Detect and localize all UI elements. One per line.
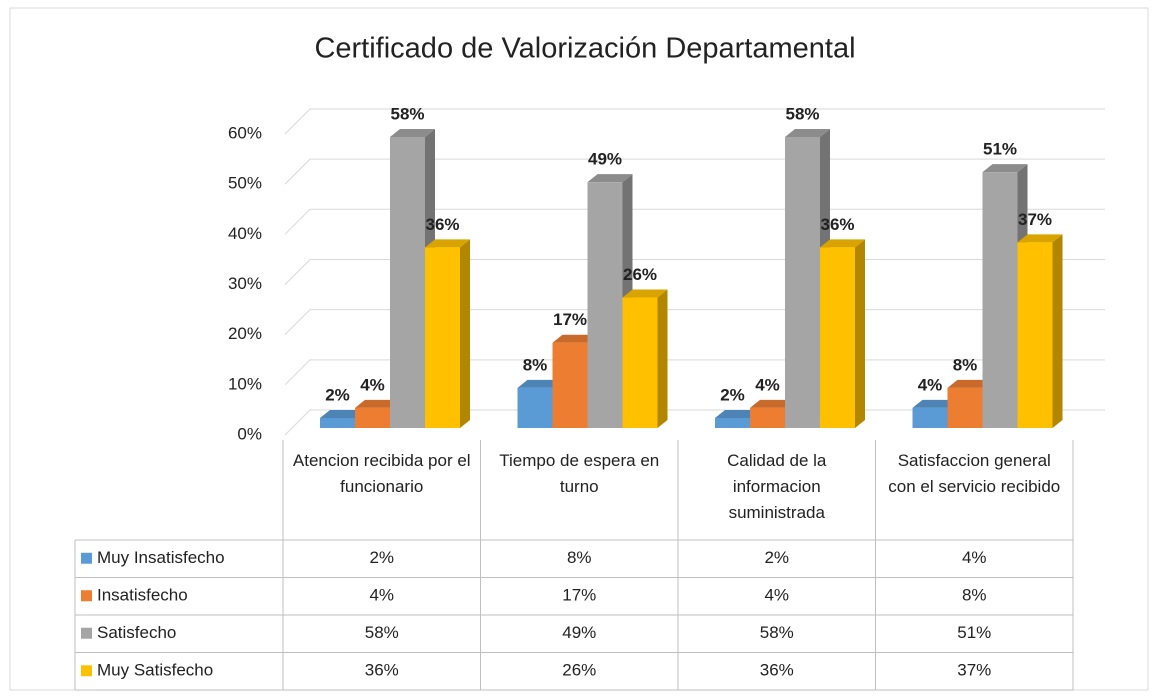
y-tick-label: 30% <box>228 274 262 293</box>
bar <box>552 342 588 428</box>
bar <box>587 182 623 428</box>
y-tick-label: 40% <box>228 224 262 243</box>
table-cell: 58% <box>365 623 399 642</box>
table-cell: 4% <box>764 586 789 605</box>
legend-label: Muy Insatisfecho <box>97 548 225 567</box>
x-tick-label: Calidad de la informacion suministrada <box>727 451 827 522</box>
bar-top <box>517 379 563 388</box>
bar <box>517 387 553 428</box>
legend-swatch <box>81 665 92 677</box>
bar <box>947 387 983 428</box>
category-cell: Calidad de la informacion suministrada <box>727 451 827 522</box>
table-cell: 8% <box>567 548 592 567</box>
category-cell: Satisfaccion general con el servicio rec… <box>888 451 1061 496</box>
y-tick-label: 20% <box>228 324 262 343</box>
data-label: 4% <box>918 375 943 394</box>
category-cell: Atencion recibida por el funcionario <box>292 451 471 496</box>
bar-top <box>622 289 668 298</box>
y-tick-label: 10% <box>228 374 262 393</box>
bar <box>1017 242 1053 428</box>
bar <box>355 407 390 428</box>
data-label: 17% <box>553 310 587 329</box>
table-cell: 36% <box>760 661 794 680</box>
data-label: 2% <box>325 385 350 404</box>
bar-top <box>750 399 795 408</box>
legend-swatch <box>81 627 92 639</box>
grid-line <box>284 208 1105 235</box>
grid-line <box>284 108 1105 135</box>
table-cell: 4% <box>962 548 987 567</box>
data-label: 58% <box>390 104 424 123</box>
data-label: 26% <box>623 265 657 284</box>
bar <box>750 407 785 428</box>
legend-swatch <box>81 590 92 602</box>
grid-line <box>284 158 1105 185</box>
bar <box>425 247 460 428</box>
bar-top <box>355 399 400 408</box>
bar <box>320 417 355 428</box>
y-tick-label: 60% <box>228 123 262 142</box>
bar <box>982 172 1018 428</box>
bar-top <box>912 399 958 408</box>
x-tick-label: Satisfaccion general con el servicio rec… <box>888 451 1061 496</box>
table-cell: 51% <box>957 623 991 642</box>
bar-side <box>460 239 470 428</box>
bar <box>622 297 658 428</box>
bar-top <box>425 239 470 248</box>
category-cell: Tiempo de espera en turno <box>499 451 660 496</box>
x-tick-label: Tiempo de espera en turno <box>499 451 660 496</box>
bar-top <box>1017 234 1063 243</box>
bar-top <box>587 174 633 183</box>
bar-top <box>820 239 865 248</box>
data-label: 36% <box>425 215 459 234</box>
data-label: 8% <box>523 355 548 374</box>
table-cell: 36% <box>365 661 399 680</box>
bar-top <box>947 379 993 388</box>
data-label: 4% <box>755 375 780 394</box>
legend-swatch <box>81 552 92 564</box>
y-tick-label: 0% <box>237 424 262 443</box>
bar-top <box>982 164 1028 173</box>
data-label: 8% <box>953 355 978 374</box>
table-cell: 8% <box>962 586 987 605</box>
bar-top <box>715 409 760 418</box>
data-label: 37% <box>1018 210 1052 229</box>
chart-title: Certificado de Valorización Departamenta… <box>314 33 855 65</box>
bar-side <box>1052 234 1063 428</box>
table-cell: 4% <box>369 586 394 605</box>
bar <box>390 137 425 428</box>
bar-top <box>320 409 365 418</box>
bar <box>715 417 750 428</box>
data-label: 58% <box>785 104 819 123</box>
table-cell: 49% <box>562 623 596 642</box>
table-cell: 17% <box>562 586 596 605</box>
y-tick-label: 50% <box>228 174 262 193</box>
legend-label: Satisfecho <box>97 623 176 642</box>
data-label: 4% <box>360 375 385 394</box>
bar <box>912 407 948 428</box>
table-cell: 58% <box>760 623 794 642</box>
data-label: 51% <box>983 140 1017 159</box>
legend-label: Insatisfecho <box>97 586 188 605</box>
x-tick-label: Atencion recibida por el funcionario <box>292 451 471 496</box>
bar-top <box>390 129 435 137</box>
bar-side <box>657 289 668 428</box>
table-cell: 26% <box>562 661 596 680</box>
legend-label: Muy Satisfecho <box>97 661 213 680</box>
table-cell: 37% <box>957 661 991 680</box>
bar-top <box>785 129 830 137</box>
bar-top <box>552 334 598 343</box>
data-label: 36% <box>820 215 854 234</box>
data-label: 2% <box>720 385 745 404</box>
bar <box>820 247 855 428</box>
table-cell: 2% <box>764 548 789 567</box>
table-cell: 2% <box>369 548 394 567</box>
data-label: 49% <box>588 150 622 169</box>
bar-side <box>855 239 865 428</box>
bar <box>785 137 820 428</box>
